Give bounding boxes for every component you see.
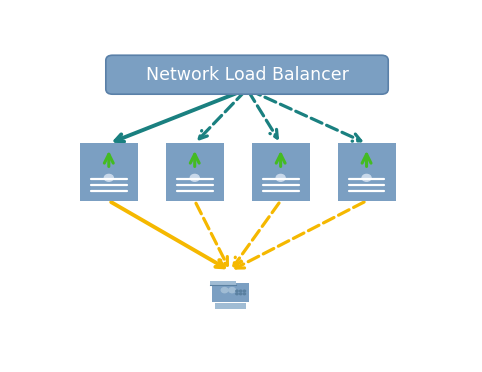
Circle shape <box>221 288 228 293</box>
Circle shape <box>190 174 199 181</box>
FancyBboxPatch shape <box>212 283 249 302</box>
FancyBboxPatch shape <box>210 281 236 285</box>
FancyBboxPatch shape <box>215 302 245 309</box>
Text: Network Load Balancer: Network Load Balancer <box>146 66 348 84</box>
FancyBboxPatch shape <box>252 144 309 201</box>
Circle shape <box>240 293 242 295</box>
Circle shape <box>243 290 245 292</box>
FancyBboxPatch shape <box>106 55 388 94</box>
FancyBboxPatch shape <box>166 144 224 201</box>
Circle shape <box>240 290 242 292</box>
Circle shape <box>104 174 113 181</box>
Circle shape <box>229 288 235 293</box>
FancyBboxPatch shape <box>80 144 138 201</box>
FancyBboxPatch shape <box>337 144 396 201</box>
Circle shape <box>236 293 238 295</box>
Circle shape <box>362 174 371 181</box>
Circle shape <box>276 174 285 181</box>
Circle shape <box>236 290 238 292</box>
Circle shape <box>243 293 245 295</box>
